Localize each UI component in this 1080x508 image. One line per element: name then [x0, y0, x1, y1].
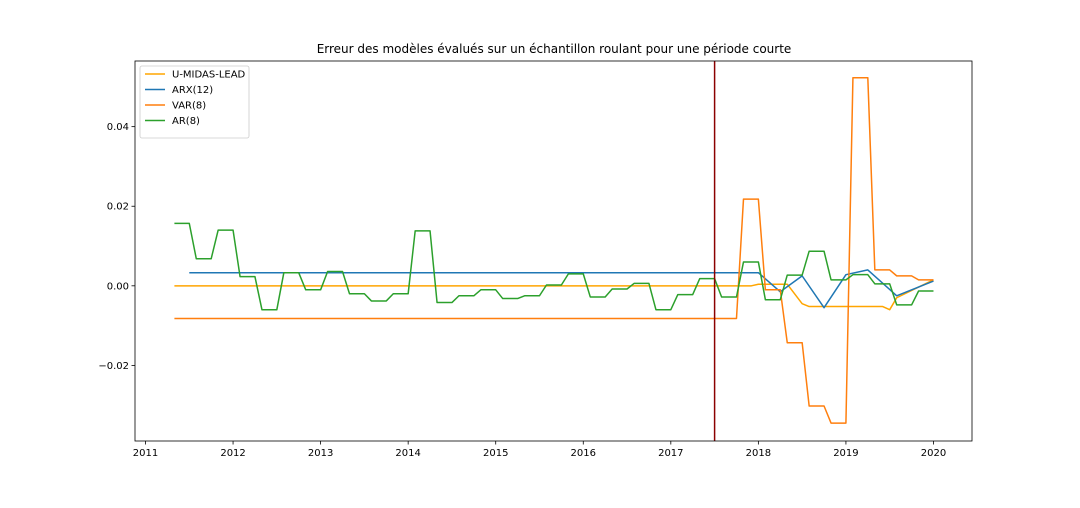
x-tick-label: 2017	[658, 448, 683, 459]
series-line-3	[174, 222, 934, 311]
y-tick-label: 0.00	[107, 281, 129, 292]
x-tick-label: 2013	[308, 448, 333, 459]
series-line-2	[174, 76, 934, 424]
x-tick-label: 2014	[395, 448, 420, 459]
axes-frame	[134, 60, 973, 442]
legend-label: AR(8)	[172, 116, 200, 127]
series-lines	[174, 76, 934, 424]
legend-label: VAR(8)	[172, 101, 206, 112]
legend-label: U-MIDAS-LEAD	[172, 70, 246, 81]
x-tick-label: 2019	[833, 448, 858, 459]
x-tick-label: 2012	[220, 448, 245, 459]
x-tick-label: 2020	[921, 448, 946, 459]
y-tick-label: −0.02	[98, 361, 129, 372]
series-line-0	[174, 279, 934, 311]
series-line-1	[189, 269, 934, 309]
legend-box	[139, 65, 250, 139]
legend: U-MIDAS-LEAD ARX(12) VAR(8) AR(8)	[139, 65, 250, 139]
axes: 2011 2012 2013 2014 2015 2016 2017 2018 2019 2020…	[98, 60, 973, 459]
x-tick-label: 2015	[483, 448, 508, 459]
x-tick-label: 2018	[746, 448, 771, 459]
x-tick-label: 2011	[133, 448, 158, 459]
legend-label: ARX(12)	[172, 85, 213, 96]
plot-area	[174, 61, 934, 441]
chart-title: Erreur des modèles évalués sur un échant…	[317, 42, 792, 56]
y-tick-label: 0.04	[107, 122, 129, 133]
y-tick-label: 0.02	[107, 202, 129, 213]
x-tick-label: 2016	[571, 448, 596, 459]
